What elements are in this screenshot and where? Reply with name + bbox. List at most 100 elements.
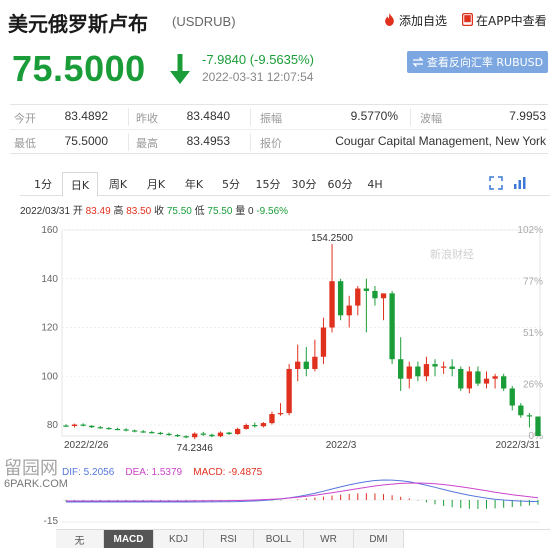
candle [140, 430, 146, 433]
candle [492, 373, 498, 389]
candle-body [475, 371, 481, 384]
indicator-wr[interactable]: WR [304, 530, 354, 548]
y-tick-label: 120 [41, 323, 58, 334]
candle [89, 425, 95, 428]
candle [295, 344, 301, 382]
candle-body [295, 361, 301, 369]
candle [372, 286, 378, 306]
ohlc-open: 83.49 [85, 206, 111, 217]
macd-dea: DEA: 1.5379 [125, 467, 183, 478]
indicator-rsi[interactable]: RSI [204, 530, 254, 548]
candle [303, 347, 309, 377]
candle-body [217, 432, 224, 437]
candle-body [303, 361, 309, 369]
candle-body [123, 429, 129, 431]
pct-tick-label: 26% [523, 380, 543, 391]
candle [234, 427, 241, 435]
candle-body [71, 424, 78, 427]
tab-30min[interactable]: 30分 [291, 178, 317, 191]
reverse-rate-button[interactable]: 查看反向汇率 RUBUSD [407, 51, 548, 73]
indicator-none[interactable]: 无 [56, 530, 104, 548]
candle-body [243, 425, 249, 429]
chart-settings-icon[interactable] [512, 175, 528, 191]
tab-1min[interactable]: 1分 [34, 178, 52, 191]
range-label: 波幅 [420, 112, 442, 125]
candle-body [355, 288, 361, 306]
tab-yearly-k[interactable]: 年K [184, 178, 204, 191]
candle [337, 278, 344, 321]
candle [80, 423, 86, 427]
quote-source-label: 报价 [260, 137, 282, 150]
candle [440, 361, 447, 374]
candle [329, 244, 335, 333]
phone-icon [461, 12, 474, 29]
tab-weekly-k[interactable]: 周K [108, 178, 128, 191]
candle-body [380, 293, 387, 299]
indicator-kdj[interactable]: KDJ [154, 530, 204, 548]
chart-watermark: 新浪财经 [430, 247, 474, 261]
ohlc-volume-label: 量 [235, 206, 246, 217]
indicator-macd[interactable]: MACD [104, 530, 154, 548]
macd-dif: DIF: 5.2056 [62, 467, 115, 478]
tab-60min[interactable]: 60分 [327, 178, 353, 191]
candle [277, 403, 284, 416]
candle-body [389, 293, 395, 360]
candle [106, 427, 112, 430]
candle-body [166, 433, 172, 436]
candle [501, 373, 507, 391]
swap-icon [412, 57, 424, 67]
ohlc-high-label: 高 [113, 206, 124, 217]
indicator-dmi[interactable]: DMI [354, 530, 404, 548]
candle-body [337, 281, 344, 316]
candle [217, 431, 224, 438]
add-watchlist-button[interactable]: 添加自选 [383, 12, 447, 29]
candle [252, 422, 258, 428]
candle-body [526, 415, 533, 417]
candlestick-chart[interactable]: 160 140 120 100 80 102% 77% 51% 26% 0% 154.2500 74… [0, 220, 550, 556]
candle-body [458, 368, 464, 389]
divider [250, 133, 251, 151]
candle-body [183, 436, 189, 438]
chart-frame [61, 229, 541, 437]
open-value: 83.4892 [64, 109, 108, 123]
candle-body [149, 432, 155, 434]
candle [192, 432, 198, 440]
tab-monthly-k[interactable]: 月K [146, 178, 166, 191]
candle [166, 432, 172, 436]
fire-icon [383, 12, 396, 29]
stats-row: 最低 75.5000 最高 83.4953 报价 Cougar Capital … [10, 129, 548, 153]
candle [269, 411, 275, 425]
candle [475, 366, 481, 387]
quote-row: 75.5000 -7.9840 (-9.5635%) 2022-03-31 12… [0, 44, 550, 96]
candle-body [114, 428, 121, 431]
candle-body [501, 376, 507, 389]
candle-body [423, 364, 430, 377]
divider [250, 108, 251, 126]
candle [97, 426, 103, 429]
ohlc-close: 75.50 [166, 206, 192, 217]
indicator-boll[interactable]: BOLL [254, 530, 304, 548]
candle [518, 403, 524, 418]
candle-body [483, 378, 490, 384]
candle-body [398, 359, 404, 379]
candle [449, 359, 455, 377]
header: 美元俄罗斯卢布 (USDRUB) 添加自选 在APP中查看 [0, 0, 550, 40]
candle-body [89, 425, 95, 428]
tab-daily-k[interactable]: 日K [62, 172, 98, 197]
tab-15min[interactable]: 15分 [255, 178, 281, 191]
candle [131, 429, 138, 433]
ohlc-change-pct: -9.56% [256, 206, 289, 217]
macd-y-tick: -15 [44, 516, 59, 527]
candle [355, 286, 361, 316]
watermark-url: 6PARK.COM [4, 478, 68, 490]
app-view-button[interactable]: 在APP中查看 [461, 12, 547, 29]
tab-5min[interactable]: 5分 [222, 178, 240, 191]
candle-body [440, 366, 447, 368]
candle [526, 412, 533, 428]
range-value: 7.9953 [509, 109, 546, 123]
tab-4h[interactable]: 4H [367, 177, 383, 191]
prev-close-label: 昨收 [136, 112, 158, 125]
ohlc-low: 75.50 [207, 206, 233, 217]
fullscreen-icon[interactable] [488, 175, 504, 191]
quote-timestamp: 2022-03-31 12:07:54 [202, 70, 314, 84]
